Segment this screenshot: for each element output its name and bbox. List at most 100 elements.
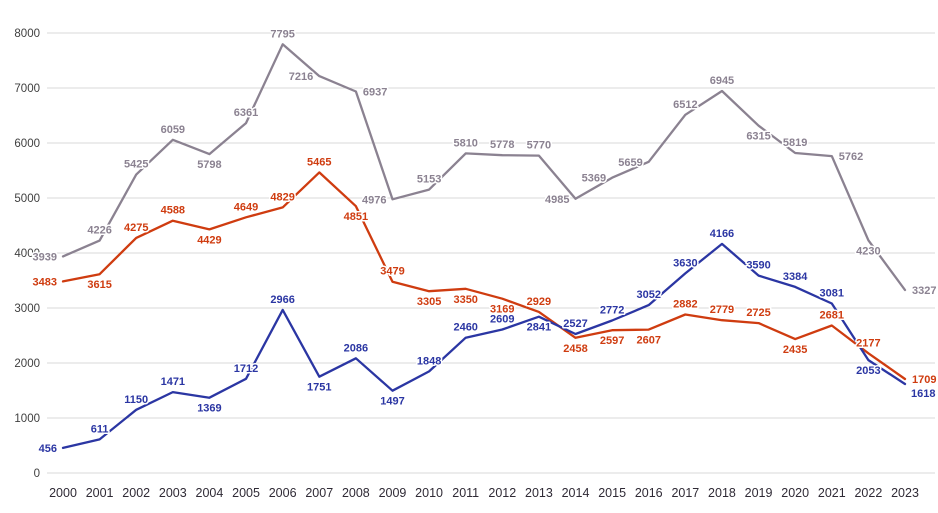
data-point-label-blue: 1712 xyxy=(234,363,258,375)
y-axis-tick-label: 6000 xyxy=(14,138,40,150)
data-point-label-orange: 2597 xyxy=(600,335,624,347)
data-point-label-blue: 1369 xyxy=(197,403,221,415)
series-line-orange xyxy=(61,171,907,381)
x-axis-tick-label: 2002 xyxy=(122,486,150,500)
y-axis-tick-label: 0 xyxy=(34,468,40,480)
data-point-label-gray: 7795 xyxy=(270,28,294,40)
data-point-label-orange: 3350 xyxy=(453,294,477,306)
series-line-gray xyxy=(61,43,907,292)
x-axis-tick-label: 2010 xyxy=(415,486,443,500)
data-point-label-gray: 4985 xyxy=(545,194,569,206)
data-point-label-gray: 5153 xyxy=(417,174,441,186)
x-axis-tick-label: 2019 xyxy=(745,486,773,500)
data-point-label-blue: 456 xyxy=(39,443,57,455)
x-axis-tick-label: 2006 xyxy=(269,486,297,500)
x-axis-tick-label: 2014 xyxy=(562,486,590,500)
data-point-label-gray: 3327 xyxy=(912,285,936,297)
series-line-blue xyxy=(61,242,907,450)
data-point-label-gray: 5762 xyxy=(839,151,863,163)
data-point-label-gray: 6361 xyxy=(234,107,258,119)
data-point-label-gray: 6512 xyxy=(673,99,697,111)
x-axis-tick-label: 2001 xyxy=(86,486,114,500)
x-axis-tick-label: 2011 xyxy=(452,486,479,500)
data-point-label-blue: 3081 xyxy=(820,288,844,300)
data-point-label-gray: 5810 xyxy=(453,137,477,149)
data-point-label-orange: 1709 xyxy=(912,374,936,386)
y-axis-tick-label: 8000 xyxy=(14,28,40,40)
data-point-label-gray: 5659 xyxy=(618,157,642,169)
y-axis-tick-label: 4000 xyxy=(14,248,40,260)
data-point-label-gray: 6315 xyxy=(746,131,770,143)
data-point-label-orange: 2681 xyxy=(820,310,844,322)
data-point-label-orange: 2929 xyxy=(527,296,551,308)
data-point-label-orange: 5465 xyxy=(307,156,331,168)
data-point-label-gray: 5770 xyxy=(527,140,551,152)
data-point-label-blue: 611 xyxy=(91,423,109,435)
data-point-label-blue: 2609 xyxy=(490,314,514,326)
x-axis-tick-label: 2003 xyxy=(159,486,187,500)
data-point-label-orange: 4588 xyxy=(161,205,185,217)
data-point-label-orange: 2458 xyxy=(563,343,587,355)
data-point-label-orange: 2177 xyxy=(856,337,880,349)
data-point-label-orange: 2882 xyxy=(673,298,697,310)
data-point-label-blue: 2053 xyxy=(856,365,880,377)
x-axis-tick-label: 2023 xyxy=(891,486,919,500)
data-point-label-gray: 6945 xyxy=(710,75,734,87)
data-point-label-gray: 7216 xyxy=(289,71,313,83)
x-axis-tick-label: 2018 xyxy=(708,486,736,500)
x-axis-tick-label: 2007 xyxy=(305,486,333,500)
data-point-label-blue: 3384 xyxy=(783,271,808,283)
data-point-label-blue: 1848 xyxy=(417,355,441,367)
y-axis-tick-label: 3000 xyxy=(14,303,40,315)
x-axis-tick-label: 2005 xyxy=(232,486,260,500)
x-axis-tick-label: 2000 xyxy=(49,486,77,500)
data-point-label-blue: 1471 xyxy=(161,376,185,388)
data-point-label-blue: 3590 xyxy=(746,260,770,272)
data-point-label-gray: 5369 xyxy=(582,173,606,185)
data-point-label-blue: 4166 xyxy=(710,228,734,240)
data-point-label-blue: 2772 xyxy=(600,305,624,317)
data-point-label-orange: 2779 xyxy=(710,304,734,316)
data-point-label-gray: 6937 xyxy=(363,86,387,98)
data-point-label-gray: 5778 xyxy=(490,139,514,151)
x-axis-tick-label: 2015 xyxy=(598,486,626,500)
data-point-label-blue: 2527 xyxy=(563,318,587,330)
x-axis-tick-label: 2008 xyxy=(342,486,370,500)
x-axis-tick-label: 2009 xyxy=(379,486,407,500)
data-point-label-gray: 5798 xyxy=(197,159,221,171)
data-point-label-blue: 2460 xyxy=(453,322,477,334)
data-point-label-orange: 3305 xyxy=(417,296,441,308)
data-point-label-orange: 3615 xyxy=(87,279,111,291)
data-point-label-blue: 2086 xyxy=(344,342,368,354)
x-axis-tick-label: 2012 xyxy=(488,486,516,500)
x-axis-tick-label: 2016 xyxy=(635,486,663,500)
data-point-label-orange: 2435 xyxy=(783,344,807,356)
data-point-label-blue: 1497 xyxy=(380,396,404,408)
data-point-label-orange: 4275 xyxy=(124,222,148,234)
data-point-label-orange: 4829 xyxy=(270,191,294,203)
x-axis-tick-label: 2020 xyxy=(781,486,809,500)
data-point-label-orange: 2607 xyxy=(636,335,660,347)
x-axis-tick-label: 2022 xyxy=(854,486,882,500)
data-point-label-orange: 3169 xyxy=(490,304,514,316)
y-axis-tick-label: 5000 xyxy=(14,193,40,205)
data-point-label-gray: 5819 xyxy=(783,137,807,149)
data-point-label-orange: 4429 xyxy=(197,234,221,246)
data-point-label-gray: 4226 xyxy=(87,225,111,237)
data-point-label-blue: 3630 xyxy=(673,257,697,269)
data-point-label-gray: 4230 xyxy=(856,245,880,257)
data-point-label-gray: 3939 xyxy=(33,251,57,263)
data-point-label-orange: 3479 xyxy=(380,266,404,278)
data-point-label-blue: 1618 xyxy=(911,388,935,400)
data-point-label-gray: 6059 xyxy=(161,124,185,136)
data-point-label-blue: 2841 xyxy=(527,322,551,334)
data-point-label-blue: 3052 xyxy=(636,289,660,301)
data-point-label-blue: 1751 xyxy=(307,382,331,394)
x-axis-tick-label: 2017 xyxy=(671,486,699,500)
data-point-label-orange: 3483 xyxy=(33,276,57,288)
x-axis-tick-label: 2013 xyxy=(525,486,553,500)
y-axis-tick-label: 7000 xyxy=(14,83,40,95)
data-point-label-gray: 4976 xyxy=(362,194,386,206)
